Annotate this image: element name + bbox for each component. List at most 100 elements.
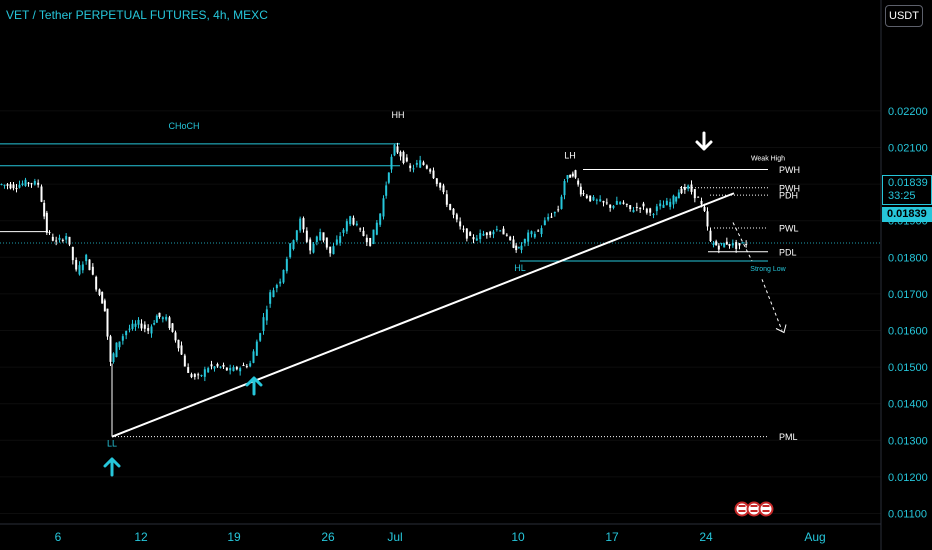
candle-body — [71, 246, 74, 261]
candle-body — [625, 203, 628, 205]
candle-body — [687, 185, 690, 189]
time-tick-label: 24 — [699, 530, 713, 544]
candle-body — [557, 209, 560, 211]
candle-body — [213, 366, 216, 369]
candle-body — [585, 195, 588, 198]
candle-body — [165, 316, 168, 320]
candle-body — [37, 182, 40, 185]
candle-body — [365, 237, 368, 243]
annotation-ll: LL — [107, 439, 117, 449]
candle-body — [128, 328, 131, 330]
flag-stripe — [738, 510, 746, 512]
up-arrow-icon — [103, 457, 121, 477]
candle-body — [292, 240, 295, 250]
price-tick-label: 0.01300 — [888, 435, 928, 447]
candle-body — [265, 309, 268, 321]
candle-body — [30, 183, 33, 185]
candle-body — [703, 207, 706, 211]
candle-body — [677, 192, 680, 199]
candle-body — [180, 345, 183, 355]
candle-body — [475, 238, 478, 241]
time-tick-label: 10 — [511, 530, 525, 544]
candle-body — [275, 284, 278, 289]
time-axis[interactable]: 6 12 19 26 Jul 10 17 24 Aug — [55, 530, 826, 544]
candle-body — [109, 336, 112, 362]
candle-body — [352, 217, 355, 225]
candle-body — [419, 160, 422, 168]
candle-body — [375, 222, 378, 235]
candle-body — [731, 243, 734, 246]
candle-body — [187, 367, 190, 373]
annotation-weak-high: Weak High — [751, 155, 785, 162]
candle-body — [745, 244, 748, 246]
candle-body — [505, 234, 508, 236]
candle-body — [632, 210, 635, 213]
candle-body — [319, 231, 322, 241]
candle-body — [134, 323, 137, 327]
level-label-pdl: PDL — [779, 247, 797, 257]
candle-body — [639, 207, 642, 209]
currency-button[interactable]: USDT — [885, 5, 923, 27]
candle-body — [672, 195, 675, 205]
candle-body — [95, 276, 98, 290]
candle-body — [459, 221, 462, 227]
candle-body — [537, 230, 540, 232]
candle-body — [232, 367, 235, 372]
candle-body — [339, 236, 342, 243]
candle-body — [738, 243, 741, 246]
candle-body — [635, 206, 638, 208]
candle-body — [530, 231, 533, 235]
candle-body — [547, 217, 550, 220]
annotation-strong-low: Strong Low — [750, 266, 786, 273]
candle-body — [579, 186, 582, 195]
candle-body — [680, 188, 683, 194]
candle-body — [43, 202, 46, 217]
drawing-layer — [103, 131, 787, 517]
price-tick-label: 0.02100 — [888, 143, 928, 155]
flag-stripe — [762, 505, 770, 507]
projected-path — [732, 222, 783, 331]
candle-body — [452, 208, 455, 215]
candle-body — [675, 196, 678, 202]
candle-body — [18, 184, 21, 188]
time-tick-label: 6 — [55, 530, 62, 544]
price-layer — [0, 142, 748, 382]
us-flag-icon — [758, 501, 774, 517]
candle-body — [222, 364, 225, 367]
candle-body — [615, 200, 618, 205]
candle-body — [379, 213, 382, 225]
candle-body — [197, 374, 200, 376]
candle-body — [131, 323, 134, 329]
candle-body — [515, 245, 518, 251]
candle-body — [479, 233, 482, 240]
candle-body — [177, 339, 180, 349]
candle-body — [439, 182, 442, 188]
price-tick-label: 0.02200 — [888, 106, 928, 118]
annotation-hh: HH — [392, 110, 405, 120]
candle-body — [3, 184, 6, 186]
candle-body — [168, 317, 171, 329]
candle-body — [235, 366, 238, 370]
candle-body — [669, 201, 672, 207]
candle-body — [302, 218, 305, 230]
candle-body — [502, 228, 505, 235]
candle-body — [279, 281, 282, 284]
candle-body — [693, 189, 696, 199]
candle-body — [385, 185, 388, 196]
candle-body — [359, 228, 362, 230]
candle-body — [442, 185, 445, 193]
candle-body — [465, 228, 468, 239]
candle-body — [629, 205, 632, 210]
candle-body — [527, 232, 530, 242]
projected-arrowhead — [775, 324, 787, 334]
time-tick-label: 19 — [227, 530, 241, 544]
candle-body — [45, 212, 48, 233]
symbol-title: VET / Tether PERPETUAL FUTURES, 4h, MEXC — [6, 8, 268, 22]
level-label-pwl: PWL — [779, 224, 799, 234]
candle-body — [229, 367, 232, 371]
candle-body — [574, 170, 577, 178]
candle-body — [425, 165, 428, 169]
candle-body — [396, 146, 399, 153]
candle-body — [91, 266, 94, 275]
